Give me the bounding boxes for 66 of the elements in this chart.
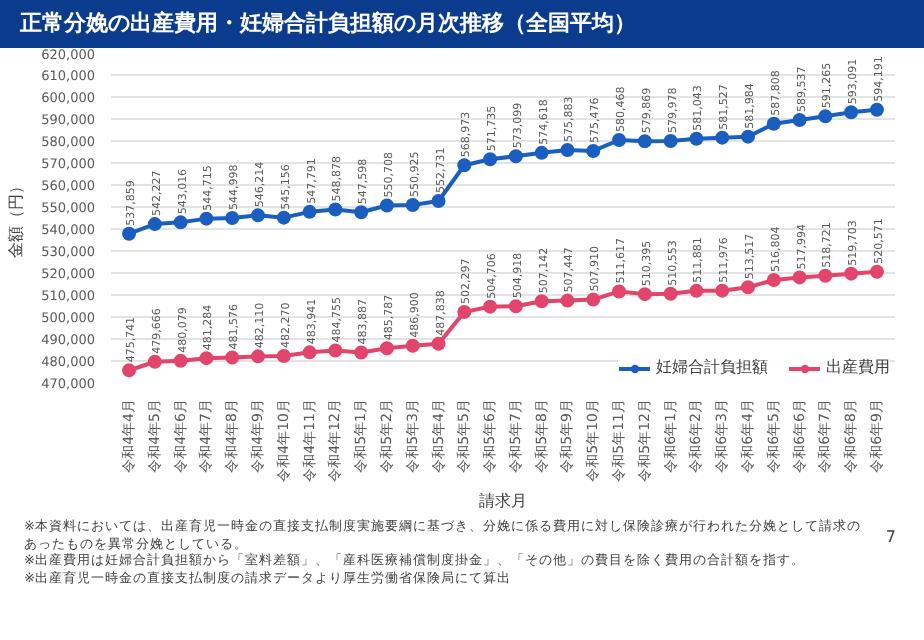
point: [147, 354, 162, 369]
point: [637, 287, 652, 302]
point: [586, 143, 601, 158]
point: [560, 143, 575, 158]
point: [483, 152, 498, 167]
x-axis-title: 請求月: [479, 491, 527, 510]
point: [689, 131, 704, 146]
point: [328, 343, 343, 358]
point: [560, 293, 575, 308]
point: [405, 338, 420, 353]
point: [689, 283, 704, 298]
legend-label: 出産費用: [826, 356, 890, 378]
point: [122, 226, 137, 241]
point: [792, 113, 807, 128]
point: [173, 353, 188, 368]
point: [405, 197, 420, 212]
point: [792, 270, 807, 285]
point: [147, 217, 162, 232]
y-axis-title: 金額（円）: [7, 178, 26, 258]
point: [457, 158, 472, 173]
point: [302, 345, 317, 360]
point: [328, 202, 343, 217]
point: [199, 351, 214, 366]
point: [741, 280, 755, 295]
point: [354, 345, 369, 360]
point: [663, 286, 678, 301]
point: [276, 210, 291, 225]
point: [715, 130, 730, 145]
point: [869, 264, 884, 279]
legend-label: 妊婦合計負担額: [656, 356, 768, 378]
point: [173, 215, 188, 230]
point: [818, 109, 833, 124]
point: [431, 194, 446, 208]
point: [251, 349, 265, 364]
point: [483, 299, 498, 314]
point: [586, 292, 601, 307]
point: [457, 304, 472, 319]
point: [199, 211, 214, 226]
point: [302, 204, 317, 219]
point: [869, 102, 884, 117]
point: [766, 273, 781, 288]
point: [612, 132, 627, 147]
point: [741, 129, 755, 144]
point: [225, 211, 240, 225]
point: [276, 349, 291, 363]
point: [508, 299, 523, 314]
point: [534, 145, 549, 160]
point: [431, 336, 446, 351]
point: [251, 208, 265, 223]
point: [844, 266, 859, 281]
point: [612, 284, 627, 299]
point: [663, 134, 678, 149]
point: [637, 134, 652, 149]
point: [818, 268, 833, 283]
point: [225, 350, 240, 365]
point: [844, 105, 859, 120]
point: [379, 341, 394, 356]
point: [122, 363, 137, 378]
point: [715, 283, 730, 298]
point: [354, 205, 369, 220]
point: [379, 198, 394, 213]
text: 7: [885, 528, 896, 547]
point: [534, 294, 549, 309]
point: [508, 149, 523, 164]
chart-title: 正常分娩の出産費用・妊婦合計負担額の月次推移（全国平均）: [0, 0, 924, 48]
point: [766, 116, 781, 131]
